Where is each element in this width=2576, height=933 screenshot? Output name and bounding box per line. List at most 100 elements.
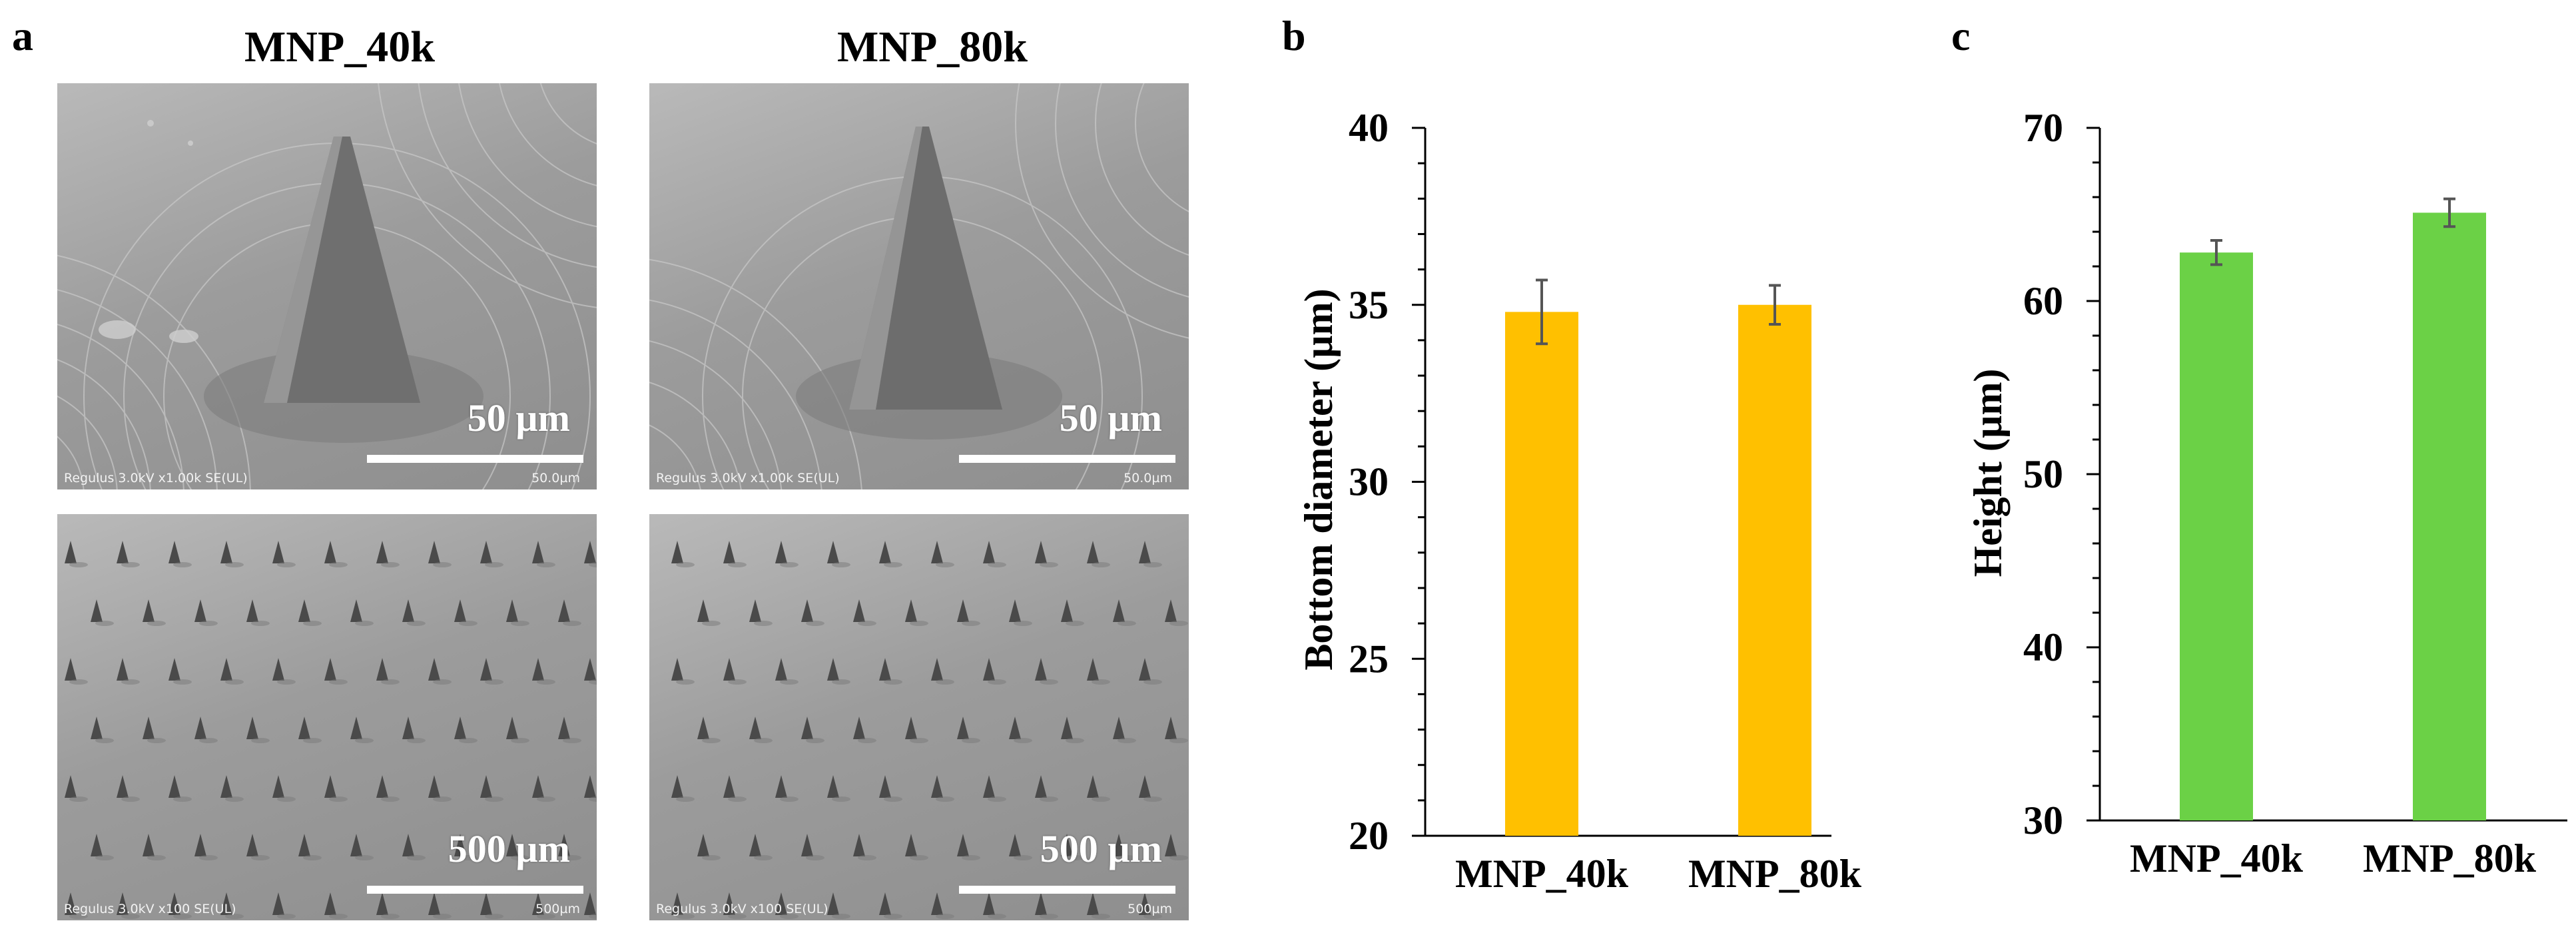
panel-letter-c: c [1951,12,1971,59]
scale-label: 50 µm [467,396,570,440]
microneedle-mark [1087,775,1099,798]
microneedle-mark [376,541,388,563]
microneedle-mark [1035,775,1047,798]
microneedle-mark [983,658,995,681]
microneedle-mark [1009,599,1021,622]
microneedle-mark [827,658,839,681]
microneedle-mark [1061,599,1073,622]
microneedle-mark [558,717,570,739]
microneedle-mark [931,775,943,798]
sem-meta-left: Regulus 3.0kV x1.00k SE(UL) [656,471,840,485]
microneedle-mark [376,892,388,915]
microneedle-mark [117,541,129,563]
microneedle-mark [983,775,995,798]
panel-letter-b: b [1282,12,1306,59]
y-tick-label: 30 [1349,460,1389,504]
y-tick-label: 30 [2023,798,2063,842]
bar-mnp-40k [2180,252,2253,820]
microneedle-mark [957,599,969,622]
sem-meta-right: 500µm [535,902,580,916]
panel-letter-a: a [12,12,33,59]
microneedle-mark [65,658,77,681]
scale-bar [959,455,1175,463]
microneedle-mark [298,717,310,739]
x-tick-label: MNP_80k [1688,852,1862,896]
microneedle-mark [272,658,284,681]
y-tick-label: 35 [1349,283,1389,327]
microneedle-mark [905,834,917,856]
microneedle-mark [194,717,206,739]
microneedle-mark [827,541,839,563]
microneedle-mark [1139,775,1151,798]
microneedle-mark [697,599,709,622]
microneedle-mark [723,775,735,798]
microneedle-mark [775,892,787,915]
microneedle-mark [957,834,969,856]
microneedle-mark [168,658,180,681]
microneedle-mark [801,717,813,739]
microneedle-mark [749,599,761,622]
microneedle-mark [298,834,310,856]
microneedle-mark [853,834,865,856]
microneedle-mark [65,775,77,798]
sem-needle-array [671,541,1188,919]
sem-image-array-40k: 500 µm Regulus 3.0kV x100 SE(UL) 500µm [57,514,597,920]
microneedle-mark [91,599,103,622]
microneedle-mark [584,892,596,915]
microneedle-mark [931,658,943,681]
microneedle-mark [697,717,709,739]
microneedle-mark [671,658,683,681]
sem-needle-array [65,541,597,919]
microneedle-mark [143,599,155,622]
microneedle-mark [1165,834,1177,856]
microneedle-mark [905,599,917,622]
microneedle-mark [117,658,129,681]
microneedle-mark [749,717,761,739]
microneedle-mark [801,599,813,622]
microneedle-mark [957,717,969,739]
y-tick-label: 25 [1349,637,1389,681]
microneedle-mark [246,599,258,622]
sem-meta-left: Regulus 3.0kV x100 SE(UL) [656,902,828,916]
microneedle-mark [983,892,995,915]
microneedle-mark [1035,541,1047,563]
microneedle-mark [350,717,362,739]
y-tick-label: 70 [2023,106,2063,150]
sem-image-single-needle-80k: 50 µm Regulus 3.0kV x1.00k SE(UL) 50.0µm [649,83,1189,489]
microneedle-mark [454,834,466,856]
microneedle-mark [879,541,891,563]
microneedle-mark [220,775,232,798]
microneedle-mark [428,658,440,681]
microneedle-mark [1035,892,1047,915]
microneedle-mark [272,775,284,798]
bar-mnp-80k [1738,304,1811,836]
microneedle-mark [931,541,943,563]
microneedle-mark [558,599,570,622]
microneedle-mark [1113,599,1125,622]
microneedle-mark [671,775,683,798]
bar-chart-bottom-diameter: 20 25 30 35 40 MNP_40k MNP_80k Bottom diameter … [1297,106,1862,896]
microneedle-mark [480,775,492,798]
microneedle-mark [1087,892,1099,915]
microneedle-mark [532,775,544,798]
microneedle-mark [1009,717,1021,739]
microneedle-mark [298,599,310,622]
scale-label: 500 µm [448,827,570,870]
microneedle-mark [65,892,77,915]
x-tick-label: MNP_40k [1455,852,1629,896]
microneedle-mark [1165,717,1177,739]
microneedle-mark [194,834,206,856]
sem-texture [57,83,597,489]
microneedle-mark [879,892,891,915]
microneedle-mark [506,599,518,622]
microneedle-mark [428,892,440,915]
microneedle-mark [558,834,570,856]
y-tick-label: 60 [2023,279,2063,323]
x-tick-label: MNP_40k [2130,836,2304,880]
microneedle-mark [723,541,735,563]
microneedle-mark [1061,834,1073,856]
microneedle-mark [480,658,492,681]
column-title-mnp-80k: MNP_80k [837,23,1028,71]
error-bar-mnp-80k [2443,197,2455,228]
microneedle-mark [246,717,258,739]
